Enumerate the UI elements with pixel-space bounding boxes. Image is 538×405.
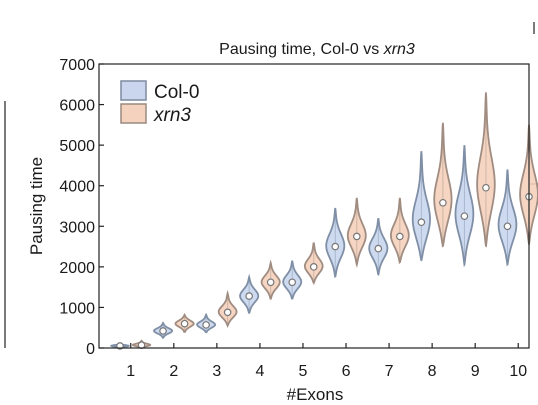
x-tick-label: 5	[299, 363, 308, 380]
violins-layer	[109, 92, 538, 350]
violin-body	[346, 197, 367, 268]
y-tick-label: 1000	[59, 300, 95, 317]
x-tick-label: 1	[126, 363, 135, 380]
violin-median-marker	[202, 321, 210, 329]
x-tick-label: 2	[169, 363, 178, 380]
violin-median-marker	[482, 183, 490, 192]
x-tick-label: 4	[255, 363, 264, 380]
violin-body	[389, 197, 410, 264]
x-tick-label: 8	[428, 363, 437, 380]
violin-median-marker	[503, 222, 512, 231]
y-tick-label: 6000	[59, 98, 95, 115]
violin-median-marker	[439, 198, 447, 207]
x-tick-label: 6	[342, 363, 351, 380]
chart-title: Pausing time, Col-0 vs xrn3	[219, 41, 415, 58]
violin-median-marker	[396, 232, 404, 241]
y-tick-label: 4000	[59, 179, 95, 196]
x-axis: 1 2 3 4 5 6 7 8 9 10	[126, 343, 527, 380]
violin-body	[476, 92, 496, 248]
x-tick-label: 3	[212, 363, 221, 380]
x-tick-label: 10	[509, 363, 527, 380]
violin-median-marker	[417, 218, 426, 227]
y-tick-label: 3000	[59, 219, 95, 236]
legend-label-xrn3: xrn3	[153, 105, 191, 126]
plot-frame	[98, 63, 530, 349]
legend: Col-0 xrn3	[120, 80, 199, 126]
violin-body	[433, 122, 453, 248]
y-tick-label: 5000	[59, 138, 95, 155]
violin-body	[411, 151, 431, 262]
violin-median-marker	[245, 292, 253, 300]
y-tick-label: 0	[86, 341, 95, 358]
legend-label-col0: Col-0	[154, 82, 199, 103]
violin-body	[497, 169, 518, 267]
y-axis-label: Pausing time	[27, 157, 46, 255]
violin-median-marker	[352, 232, 361, 241]
violin-body	[325, 207, 346, 278]
x-axis-label: #Exons	[287, 385, 344, 404]
violin-median-marker	[288, 278, 297, 287]
violin-median-marker	[374, 244, 383, 253]
violin-median-marker	[266, 278, 275, 287]
legend-swatch-xrn3	[120, 103, 147, 124]
y-tick-label: 7000	[59, 57, 95, 74]
violin-body	[454, 145, 475, 268]
violin-median-marker	[223, 308, 232, 317]
legend-swatch-col0	[120, 80, 147, 101]
violin-median-marker	[180, 319, 189, 328]
x-tick-label: 7	[385, 363, 394, 380]
x-tick-label: 9	[471, 363, 480, 380]
violin-body	[303, 242, 324, 285]
violin-median-marker	[460, 212, 469, 220]
violin-median-marker	[309, 263, 318, 271]
violin-median-marker	[159, 327, 167, 335]
violin-median-marker	[331, 242, 340, 251]
y-axis: 0 1000 2000 3000 4000 5000 6000 7000	[59, 57, 104, 358]
y-tick-label: 2000	[59, 260, 95, 277]
